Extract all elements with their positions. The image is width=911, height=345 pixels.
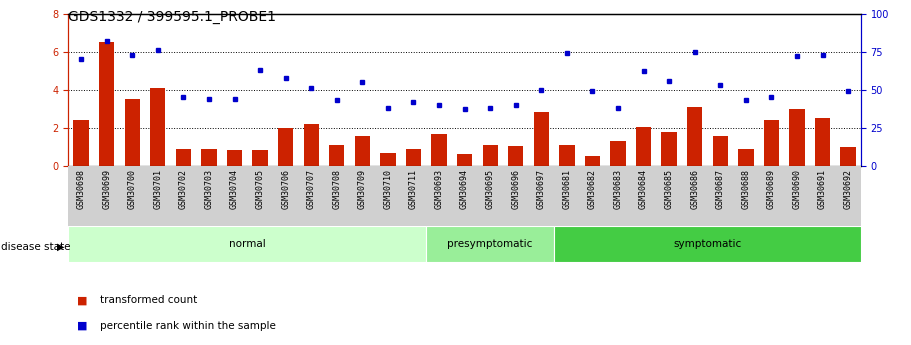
Bar — [534, 112, 549, 166]
Bar — [278, 128, 293, 166]
Bar — [554, 226, 861, 262]
Bar — [712, 136, 728, 166]
Text: GSM30682: GSM30682 — [588, 169, 597, 209]
Bar — [176, 149, 191, 166]
Bar — [738, 149, 753, 166]
Text: GSM30710: GSM30710 — [384, 169, 393, 209]
Text: GSM30701: GSM30701 — [153, 169, 162, 209]
Text: ▶: ▶ — [57, 242, 65, 252]
Bar — [432, 134, 446, 166]
Text: GSM30709: GSM30709 — [358, 169, 367, 209]
Text: GSM30681: GSM30681 — [562, 169, 571, 209]
Bar — [125, 99, 140, 166]
Text: GSM30687: GSM30687 — [716, 169, 725, 209]
Bar — [661, 132, 677, 166]
Bar — [763, 120, 779, 166]
Bar — [303, 124, 319, 166]
Bar — [68, 226, 426, 262]
Bar — [252, 150, 268, 166]
Text: symptomatic: symptomatic — [673, 239, 742, 249]
Bar — [354, 136, 370, 166]
Text: GSM30699: GSM30699 — [102, 169, 111, 209]
Text: GSM30690: GSM30690 — [793, 169, 802, 209]
Text: ■: ■ — [77, 321, 88, 331]
Text: GSM30708: GSM30708 — [333, 169, 342, 209]
Text: GSM30703: GSM30703 — [204, 169, 213, 209]
Text: ■: ■ — [77, 295, 88, 305]
Text: percentile rank within the sample: percentile rank within the sample — [100, 321, 276, 331]
Bar — [201, 149, 217, 166]
Text: GSM30700: GSM30700 — [128, 169, 137, 209]
Bar — [227, 150, 242, 166]
Bar — [508, 146, 524, 166]
Text: GSM30698: GSM30698 — [77, 169, 86, 209]
Bar — [814, 118, 830, 166]
Text: GSM30697: GSM30697 — [537, 169, 546, 209]
Bar — [610, 141, 626, 166]
Text: transformed count: transformed count — [100, 295, 198, 305]
Text: GSM30694: GSM30694 — [460, 169, 469, 209]
Text: GSM30711: GSM30711 — [409, 169, 418, 209]
Text: GSM30684: GSM30684 — [640, 169, 648, 209]
Bar — [329, 145, 344, 166]
Text: GSM30704: GSM30704 — [230, 169, 239, 209]
Bar — [405, 149, 421, 166]
Text: GSM30707: GSM30707 — [307, 169, 316, 209]
Bar — [380, 153, 395, 166]
Bar — [841, 147, 855, 166]
Bar — [74, 120, 88, 166]
Text: GSM30702: GSM30702 — [179, 169, 188, 209]
Bar — [559, 145, 575, 166]
Bar — [789, 109, 804, 166]
Text: GDS1332 / 399595.1_PROBE1: GDS1332 / 399595.1_PROBE1 — [68, 10, 276, 24]
Text: GSM30693: GSM30693 — [435, 169, 444, 209]
Bar — [426, 226, 554, 262]
Text: disease state: disease state — [1, 242, 70, 252]
Bar — [457, 154, 472, 166]
Text: GSM30695: GSM30695 — [486, 169, 495, 209]
Bar — [150, 88, 166, 166]
Text: normal: normal — [229, 239, 266, 249]
Bar — [483, 145, 497, 166]
Text: GSM30706: GSM30706 — [281, 169, 290, 209]
Text: GSM30686: GSM30686 — [691, 169, 700, 209]
Bar — [99, 42, 115, 166]
Bar — [687, 107, 702, 166]
Bar — [585, 156, 600, 166]
Text: GSM30688: GSM30688 — [742, 169, 751, 209]
Text: GSM30705: GSM30705 — [256, 169, 264, 209]
Text: GSM30691: GSM30691 — [818, 169, 827, 209]
Text: GSM30696: GSM30696 — [511, 169, 520, 209]
Text: GSM30689: GSM30689 — [767, 169, 776, 209]
Text: GSM30692: GSM30692 — [844, 169, 853, 209]
Text: presymptomatic: presymptomatic — [447, 239, 533, 249]
Bar — [636, 127, 651, 166]
Text: GSM30685: GSM30685 — [665, 169, 673, 209]
Text: GSM30683: GSM30683 — [613, 169, 622, 209]
